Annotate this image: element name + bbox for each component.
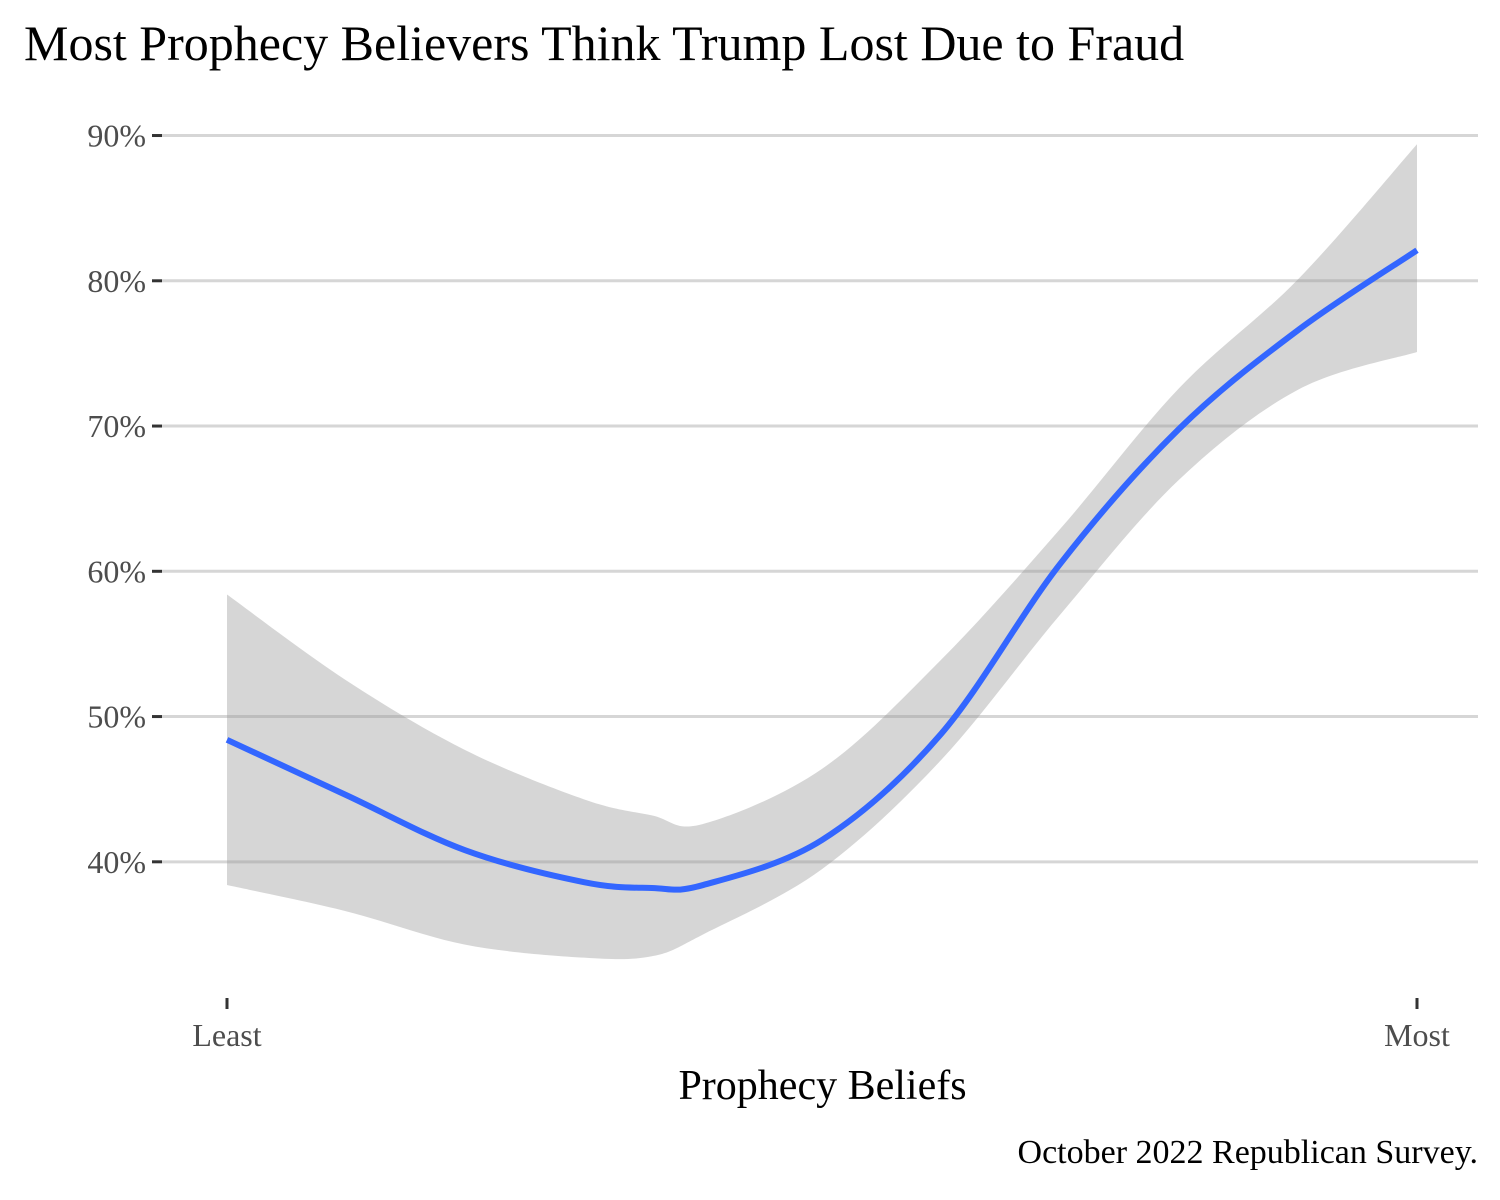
y-tick-label: 50% [87, 699, 146, 735]
chart-title: Most Prophecy Believers Think Trump Lost… [24, 15, 1185, 71]
y-tick-label: 60% [87, 553, 146, 589]
x-tick-label: Most [1384, 1017, 1450, 1053]
confidence-band [227, 144, 1417, 960]
y-tick-label: 40% [87, 844, 146, 880]
smooth-trend-line [225, 247, 1419, 893]
caption: October 2022 Republican Survey. [1017, 1134, 1478, 1171]
y-tick-label: 70% [87, 408, 146, 444]
y-tick-label: 90% [87, 118, 146, 154]
x-tick-label: Least [192, 1017, 261, 1053]
x-axis-label: Prophecy Beliefs [678, 1063, 967, 1109]
y-tick-label: 80% [87, 263, 146, 299]
